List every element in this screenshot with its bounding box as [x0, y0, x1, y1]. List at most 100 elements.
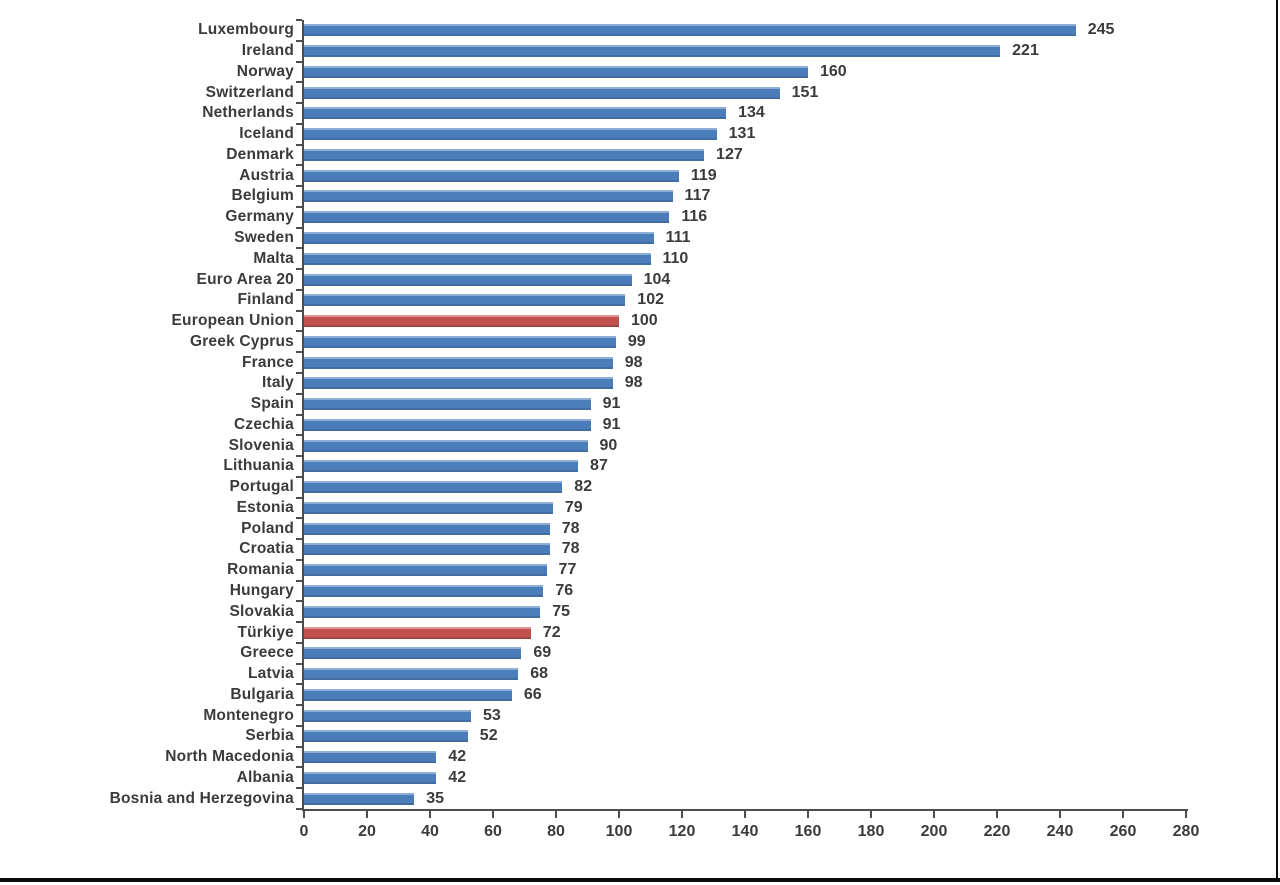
category-label-switzerland: Switzerland [205, 83, 294, 101]
category-label-austria: Austria [239, 166, 294, 184]
y-axis-tick [296, 143, 302, 146]
y-axis-tick [296, 309, 302, 312]
y-axis-tick [296, 102, 302, 105]
y-axis-tick [296, 455, 302, 458]
value-label-serbia: 52 [479, 727, 498, 745]
category-label-estonia: Estonia [236, 498, 294, 516]
y-axis-tick [296, 579, 302, 582]
category-label-croatia: Croatia [239, 540, 294, 558]
y-axis-tick [296, 787, 302, 790]
y-axis-tick [296, 205, 302, 208]
x-axis-tick [366, 811, 368, 818]
x-axis-tick-label: 140 [731, 823, 759, 840]
bar-luxembourg [304, 24, 1076, 37]
bar-bulgaria [304, 688, 512, 701]
value-label-euro-area-20: 104 [643, 270, 671, 288]
value-label-slovenia: 90 [599, 436, 618, 454]
bar-greece [304, 647, 522, 660]
category-label-slovakia: Slovakia [229, 602, 294, 620]
x-axis-tick [933, 811, 935, 818]
bar-france [304, 356, 613, 369]
category-label-montenegro: Montenegro [203, 706, 294, 724]
category-label-belgium: Belgium [231, 187, 294, 205]
category-label-finland: Finland [237, 291, 294, 309]
category-label-north-macedonia: North Macedonia [165, 748, 294, 766]
category-label-netherlands: Netherlands [202, 104, 294, 122]
y-axis-tick [296, 641, 302, 644]
x-axis-tick-label: 220 [983, 823, 1011, 840]
value-label-north-macedonia: 42 [448, 748, 467, 766]
category-label-romania: Romania [227, 561, 294, 579]
category-label-greek-cyprus: Greek Cyprus [189, 332, 294, 350]
value-label-bulgaria: 66 [523, 685, 542, 703]
value-label-netherlands: 134 [738, 104, 765, 122]
value-label-germany: 116 [681, 208, 708, 226]
bar-poland [304, 522, 550, 535]
value-label-european-union: 100 [631, 312, 658, 330]
category-label-latvia: Latvia [248, 665, 294, 683]
x-axis-tick-label: 260 [1109, 823, 1137, 840]
category-label-sweden: Sweden [234, 229, 294, 246]
x-axis-tick [492, 811, 494, 818]
y-axis-tick [296, 662, 302, 665]
y-axis-tick [296, 81, 302, 84]
category-label-bulgaria: Bulgaria [230, 685, 294, 703]
category-label-portugal: Portugal [229, 478, 294, 496]
x-axis-tick [303, 811, 305, 818]
x-axis-tick-label: 60 [484, 823, 502, 840]
x-axis-tick [618, 811, 620, 818]
value-label-slovakia: 75 [552, 602, 571, 620]
value-label-t-rkiye: 72 [542, 623, 561, 641]
category-label-poland: Poland [241, 519, 294, 537]
y-axis-tick [296, 226, 302, 229]
bar-croatia [304, 543, 550, 556]
value-label-ireland: 221 [1012, 42, 1039, 60]
category-label-malta: Malta [253, 249, 294, 267]
bar-serbia [304, 730, 468, 743]
y-axis-tick [296, 247, 302, 250]
y-axis-tick [296, 19, 302, 21]
bar-netherlands [304, 107, 727, 120]
y-axis-tick [296, 683, 302, 686]
y-axis-tick [296, 621, 302, 624]
category-label-euro-area-20: Euro Area 20 [196, 270, 294, 288]
y-axis-tick [296, 39, 302, 42]
bar-spain [304, 398, 591, 411]
y-axis-tick [296, 496, 302, 499]
bar-sweden [304, 232, 654, 244]
value-label-norway: 160 [820, 62, 847, 80]
category-label-iceland: Iceland [239, 125, 294, 143]
bar-finland [304, 294, 626, 307]
value-label-bosnia-and-herzegovina: 35 [426, 789, 445, 807]
bar-lithuania [304, 460, 579, 473]
value-label-portugal: 82 [574, 478, 593, 496]
value-label-greece: 69 [533, 644, 552, 662]
x-axis-tick-label: 200 [920, 823, 948, 840]
x-axis-tick-label: 180 [857, 823, 885, 840]
value-label-iceland: 131 [728, 125, 756, 143]
bar-italy [304, 377, 613, 390]
y-axis-tick [296, 600, 302, 603]
category-label-ireland: Ireland [241, 42, 294, 60]
category-label-luxembourg: Luxembourg [198, 21, 294, 39]
value-label-spain: 91 [602, 395, 621, 413]
category-label-italy: Italy [261, 374, 294, 392]
x-axis-tick-label: 80 [547, 823, 565, 840]
bar-switzerland [304, 86, 780, 99]
x-axis-tick [681, 811, 683, 818]
y-axis-tick [296, 351, 302, 354]
bar-slovenia [304, 439, 588, 452]
x-axis-tick-label: 20 [358, 823, 376, 840]
y-axis-tick [296, 413, 302, 416]
bar-ireland [304, 45, 1001, 58]
bar-belgium [304, 190, 673, 203]
category-label-spain: Spain [250, 395, 294, 413]
y-axis-tick [296, 808, 302, 810]
bar-hungary [304, 584, 544, 597]
value-label-lithuania: 87 [590, 457, 608, 475]
y-axis-tick [296, 392, 302, 395]
y-axis-tick [296, 122, 302, 125]
bar-germany [304, 211, 670, 224]
bar-latvia [304, 668, 519, 681]
